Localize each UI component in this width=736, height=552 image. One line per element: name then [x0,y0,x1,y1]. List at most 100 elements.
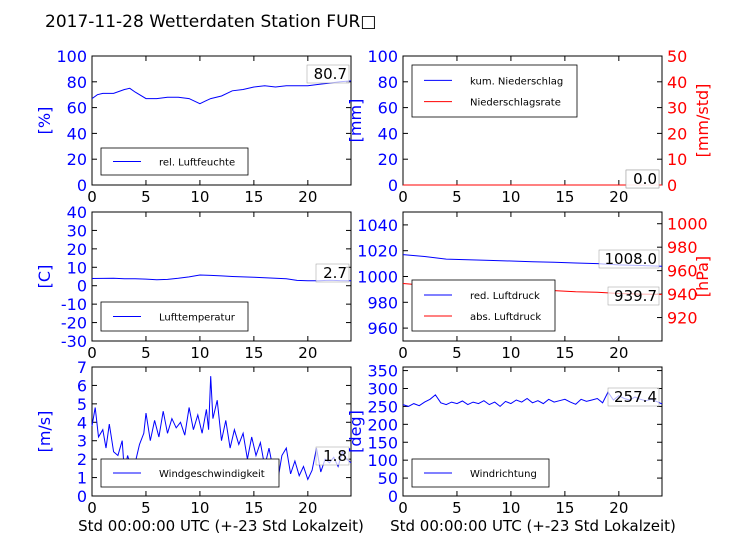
y-tick-label: 350 [367,362,398,381]
x-tick-label: 5 [452,188,462,206]
chart-panel-2: 0 5 10 15 20 0 20 40 60 80 100 0 10 20 30 40 50 [mm] [mm/s… [346,47,712,206]
x-tick-label: 0 [398,499,408,517]
x-tick-label: 0 [87,188,97,206]
latest-value: 80.7 [314,65,347,83]
y2-tick-label: 30 [667,99,687,118]
y2-tick-label: 1000 [667,215,708,234]
y-tick-label: 1 [77,469,87,488]
legend [411,279,556,332]
y-tick-label: 60 [378,99,398,118]
y2-axis-label: [mm/std] [693,84,712,158]
x-tick-label: 10 [190,499,209,517]
y2-tick-label: 40 [667,73,687,92]
y-tick-label: 1040 [357,216,398,235]
x-tick-label: 5 [141,188,151,206]
y-tick-label: 0 [77,277,87,296]
y2-tick-label: 10 [667,150,687,169]
x-tick-label: 5 [452,344,462,362]
y-tick-label: 1020 [357,242,398,261]
y2-tick-label: 940 [667,285,698,304]
legend [100,147,249,176]
y-tick-label: 40 [67,124,87,143]
x-tick-label: 20 [298,344,317,362]
y-axis-label: [deg] [346,410,365,453]
y-tick-label: 20 [378,150,398,169]
x-tick-label: 20 [609,499,628,517]
x-axis-label-left: Std 00:00:00 UTC (+-23 Std Lokalzeit) [78,517,364,535]
y-tick-label: 7 [77,358,87,377]
legend [100,458,280,488]
latest-value: 1008.0 [605,250,658,268]
legend-label: red. Luftdruck [470,291,540,302]
y-tick-label: 0 [388,487,398,506]
y-tick-label: 100 [367,451,398,470]
latest-value: 1.8 [323,447,347,465]
chart-panel-4: 0 5 10 15 20 960 980 1000 1020 1040 920 940 960 980 10… [357,211,712,362]
latest-value-box [607,387,660,407]
chart-panel-3: 0 5 10 15 20-30-20-10010203040[C]Lufttempera… [35,203,352,362]
y-tick-label: 10 [67,258,87,277]
y-tick-label: 1000 [357,268,398,287]
figure-title: 2017-11-28 Wetterdaten Station FUR□ [45,12,376,32]
latest-value-2-box [625,169,660,189]
x-tick-label: 15 [244,344,263,362]
y-axis-label: [C] [35,265,54,289]
y-tick-label: 40 [67,203,87,222]
chart-panel-6: 0 5 10 15 20050100150200250300350[deg]Windri… [346,362,663,517]
x-tick-label: 5 [141,344,151,362]
x-tick-label: 20 [609,344,628,362]
chart-panel-1: 0 5 10 15 20 0 20 40 60 80 100 [%] rel. Luftfeuchte 8… [35,47,352,206]
legend-label: Windrichtung [470,469,537,480]
y-tick-label: 960 [367,319,398,338]
legend-label: Lufttemperatur [159,313,236,324]
latest-value: 257.4 [614,388,657,406]
x-tick-label: 15 [244,499,263,517]
series-line-1 [91,274,352,282]
y-tick-label: 80 [378,73,398,92]
latest-value-box [315,446,350,466]
x-tick-label: 10 [501,344,520,362]
y-axis-label: [m/s] [35,411,54,453]
x-tick-label: 15 [555,188,574,206]
latest-value-2: 0.0 [633,170,657,188]
y-tick-label: 2 [77,450,87,469]
latest-value-box [306,64,350,84]
latest-value-box [315,263,350,283]
x-tick-label: 15 [555,499,574,517]
x-axis-label-right: Std 00:00:00 UTC (+-23 Std Lokalzeit) [390,517,676,535]
y-tick-label: 5 [77,395,87,414]
legend-label: rel. Luftfeuchte [159,158,235,169]
x-tick-label: 0 [398,188,408,206]
y-tick-label: 150 [367,433,398,452]
x-tick-label: 10 [190,188,209,206]
series-line-1 [91,80,352,105]
chart-panel-5: 0 5 10 15 2001234567[m/s]Windgeschwindigkeit… [35,358,352,517]
x-tick-label: 10 [190,344,209,362]
x-tick-label: 20 [298,499,317,517]
latest-value-2-box [607,286,660,306]
y-tick-label: -10 [61,295,87,314]
y-tick-label: 300 [367,380,398,399]
y2-tick-label: 0 [667,176,677,195]
y-tick-label: 20 [67,240,87,259]
y-tick-label: -30 [61,332,87,351]
y-tick-label: 60 [67,99,87,118]
y2-axis-label: [hPa] [693,256,712,297]
y-tick-label: 100 [56,47,87,66]
y-tick-label: -20 [61,314,87,333]
y-tick-label: 0 [77,487,87,506]
legend-label: Windgeschwindigkeit [159,469,265,480]
latest-value-box [598,249,660,269]
y2-tick-label: 960 [667,262,698,281]
latest-value: 2.7 [323,264,347,282]
y-axis-label: [%] [35,107,54,135]
y-tick-label: 0 [388,176,398,195]
y2-tick-label: 980 [667,238,698,257]
y-tick-label: 250 [367,397,398,416]
x-tick-label: 15 [555,344,574,362]
y-tick-label: 3 [77,432,87,451]
y-tick-label: 200 [367,415,398,434]
y-tick-label: 980 [367,293,398,312]
